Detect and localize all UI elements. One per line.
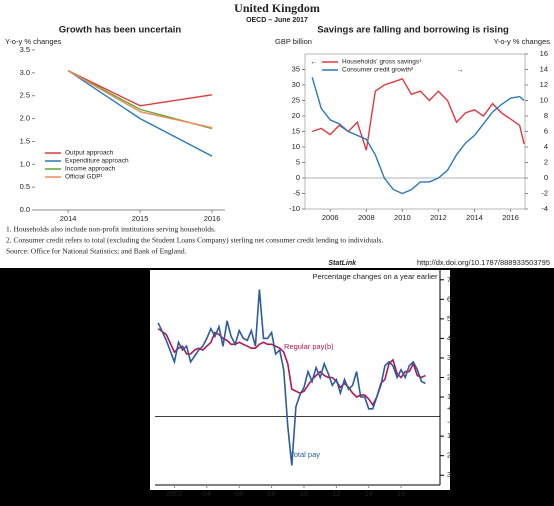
y2-tick-label: 4: [544, 142, 548, 151]
y2-axis-label: Y-o-y % changes: [494, 37, 551, 46]
legend-label: Households' gross savings¹: [342, 59, 422, 66]
arrow: ←: [310, 57, 318, 66]
y-tick-label: 3: [447, 353, 451, 362]
x-tick-label: 2006: [322, 213, 339, 222]
y-tick-label: -5: [293, 188, 300, 197]
x-tick-label: 08: [267, 489, 275, 498]
y-tick-label: 5: [296, 157, 300, 166]
y-axis-label: Y-o-y % changes: [5, 37, 62, 46]
chart-title: Growth has been uncertain: [59, 25, 182, 36]
series-annotation: Total pay: [290, 450, 320, 459]
source: Source: Office for National Statistics; …: [6, 247, 187, 256]
y-tick-label: 1.0: [20, 159, 30, 168]
arrow: →: [456, 65, 464, 74]
x-tick-label: 2015: [132, 214, 149, 223]
x-tick-label: 04: [203, 489, 211, 498]
legend-label: Output approach: [65, 150, 114, 157]
x-tick-label: 12: [332, 489, 340, 498]
y2-tick-label: 8: [544, 111, 548, 120]
y-tick-label: 4: [447, 333, 451, 342]
series-line: [311, 77, 525, 151]
statlink: StatLink: [328, 260, 357, 267]
series-line: [67, 70, 213, 157]
x-tick-label: 2016: [204, 214, 221, 223]
y2-tick-label: 14: [540, 64, 548, 73]
chart-subtitle: Percentage changes on a year earlier: [312, 272, 438, 281]
x-tick-label: 2008: [358, 213, 375, 222]
series-annotation: Regular pay(b): [284, 342, 334, 351]
y2-tick-label: -4: [541, 204, 548, 213]
x-tick-label: 2010: [394, 213, 411, 222]
legend-label: Official GDP¹: [65, 174, 104, 181]
y-tick-label: 30: [292, 80, 300, 89]
y-tick-label: 15: [292, 126, 300, 135]
y-tick-label: 6: [447, 294, 451, 303]
legend-label: Income approach: [65, 166, 116, 173]
y-tick-label: 25: [292, 95, 300, 104]
y-tick-label: 35: [292, 64, 300, 73]
y2-tick-label: 10: [540, 95, 548, 104]
y-tick-label: 3: [447, 470, 451, 479]
note: 2. Consumer credit refers to total (excl…: [6, 236, 383, 245]
y-tick-label: 3.5: [20, 45, 30, 54]
y-tick-label: 0: [296, 173, 300, 182]
y-tick-label: 7: [447, 275, 451, 284]
y2-tick-label: 6: [544, 126, 548, 135]
page-title: United Kingdom: [234, 1, 320, 15]
y-tick-label: 1: [447, 431, 451, 440]
sign-label: +: [447, 404, 452, 413]
y-axis-label: GBP billion: [275, 37, 312, 46]
series-line: [157, 289, 426, 466]
y-tick-label: -10: [289, 204, 300, 213]
url[interactable]: http://dx.doi.org/10.1787/888933503795: [417, 258, 550, 267]
x-tick-label: 2002: [166, 489, 183, 498]
y-tick-label: 2: [447, 451, 451, 460]
y-tick-label: 2.0: [20, 114, 30, 123]
x-tick-label: 2016: [502, 213, 519, 222]
y2-tick-label: 2: [544, 157, 548, 166]
y-tick-label: 0.0: [20, 205, 30, 214]
y-tick-label: 2.5: [20, 91, 30, 100]
legend-label: Expenditure approach: [65, 158, 129, 165]
series-line: [311, 77, 525, 195]
y2-tick-label: 0: [544, 173, 548, 182]
x-tick-label: 2014: [466, 213, 483, 222]
series-line: [67, 69, 213, 130]
series-line: [67, 69, 213, 129]
y-tick-label: 10: [292, 142, 300, 151]
y-tick-label: 1.5: [20, 136, 30, 145]
x-tick-label: 2014: [60, 214, 77, 223]
y-tick-label: 1: [447, 392, 451, 401]
x-tick-label: 16: [397, 489, 405, 498]
y2-tick-label: -2: [541, 188, 548, 197]
y-tick-label: 20: [292, 111, 300, 120]
page-subtitle: OECD – June 2017: [246, 17, 308, 24]
x-tick-label: 2012: [430, 213, 447, 222]
y-tick-label: 3.0: [20, 68, 30, 77]
y-tick-label: 5: [447, 314, 451, 323]
note: 1. Households also include non-profit in…: [6, 225, 216, 234]
y-tick-label: 2: [447, 372, 451, 381]
chart-title: Savings are falling and borrowing is ris…: [317, 25, 509, 36]
series-line: [67, 69, 213, 107]
x-tick-label: 10: [300, 489, 308, 498]
sign-label: −: [447, 418, 452, 427]
y-tick-label: 0.5: [20, 182, 30, 191]
legend-label: Consumer credit growth²: [342, 67, 414, 74]
x-tick-label: 06: [235, 489, 243, 498]
chart-panel: [150, 270, 450, 490]
y2-tick-label: 16: [540, 49, 548, 58]
x-tick-label: 14: [365, 489, 373, 498]
y2-tick-label: 12: [540, 80, 548, 89]
